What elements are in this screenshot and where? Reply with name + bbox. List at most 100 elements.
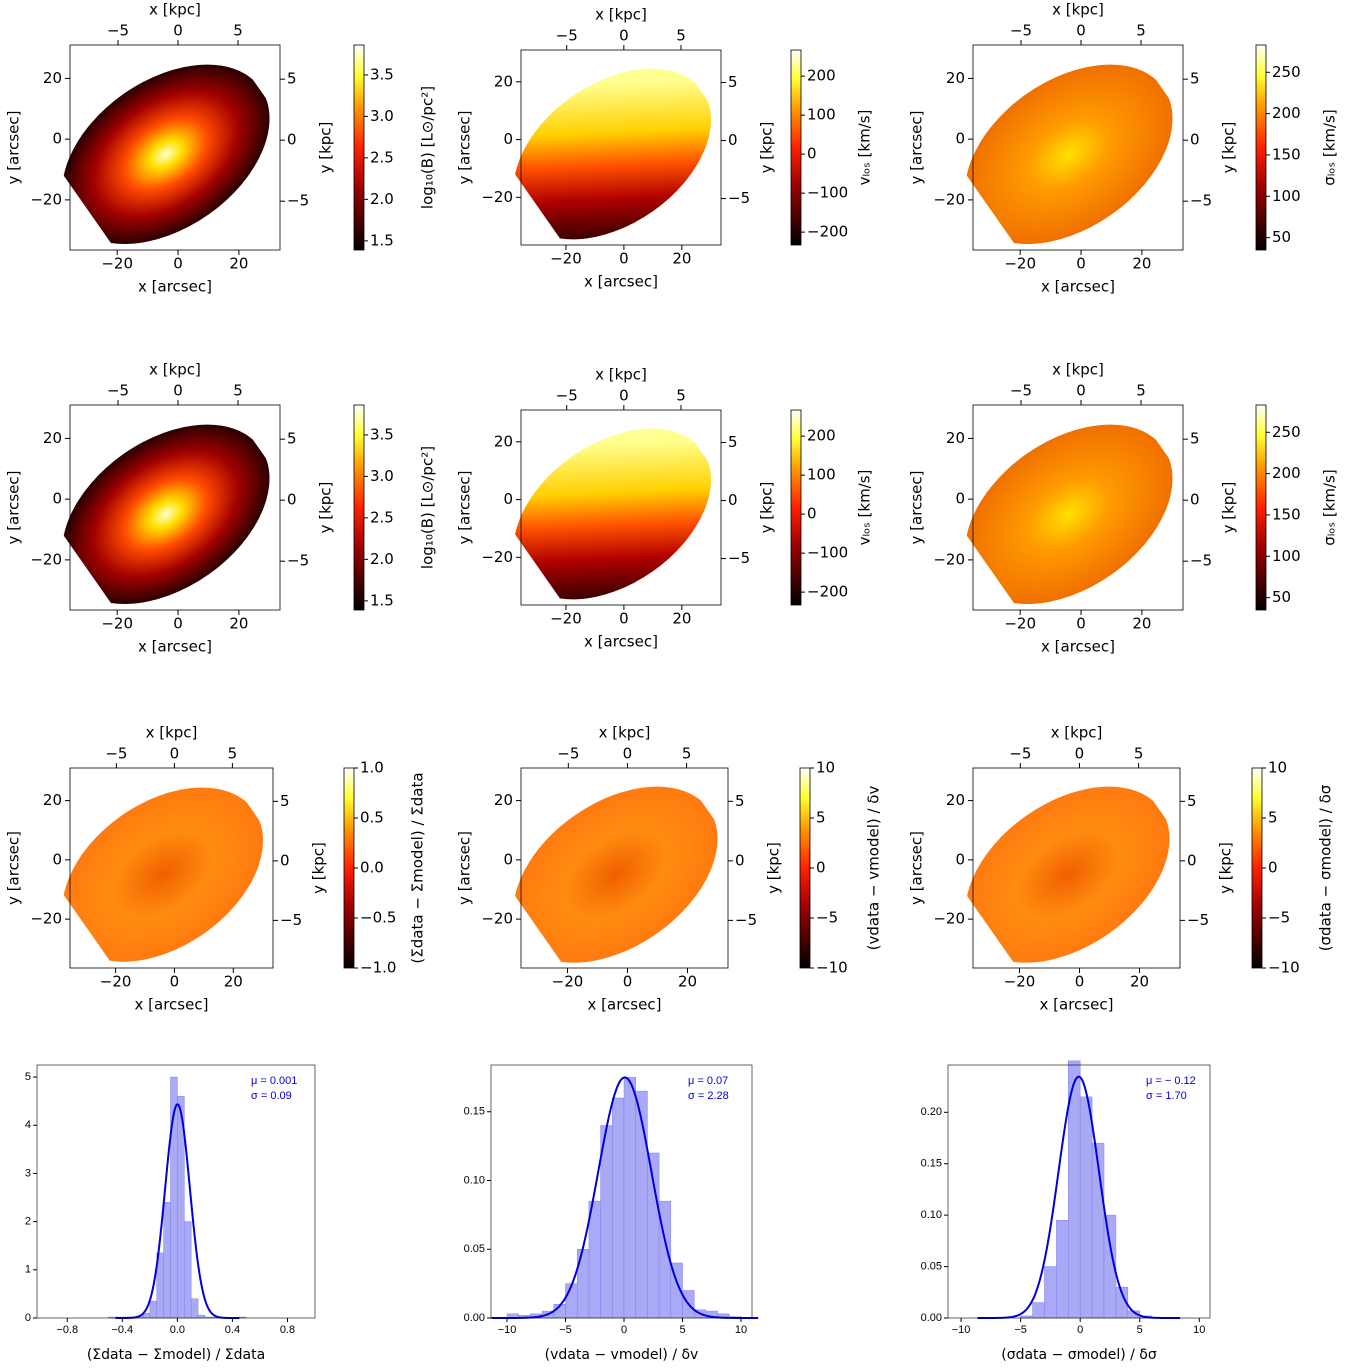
- y2-tick-label: −5: [1187, 911, 1209, 929]
- y-label: y [arcsec]: [5, 831, 23, 905]
- colorbar-tick-label: 10: [1268, 759, 1287, 777]
- x2-tick-label: 0: [173, 382, 183, 400]
- colorbar-tick-label: −5: [816, 909, 838, 927]
- x2-tick-label: −5: [556, 27, 578, 45]
- axes-frame: [520, 767, 729, 969]
- x2-tick-label: 0: [1075, 745, 1085, 763]
- colorbar-tick-label: 200: [1272, 464, 1301, 482]
- y-tick-label: 20: [494, 791, 513, 809]
- x-tick-label: −20: [1004, 615, 1036, 633]
- y-tick-label: 0: [955, 490, 965, 508]
- y-tick-label: −20: [30, 550, 62, 568]
- colorbar-label: vₗₒₛ [km/s]: [856, 470, 874, 546]
- fit-sigma: σ = 0.09: [251, 1090, 292, 1102]
- x-tick-label: 20: [224, 973, 243, 991]
- x2-tick-label: 0: [1076, 22, 1086, 40]
- y2-tick-label: 0: [1190, 131, 1200, 149]
- map-image: [965, 64, 1173, 245]
- y-tick-label: 20: [946, 791, 965, 809]
- y-tick-label: 0: [52, 490, 62, 508]
- y2-tick-label: 5: [287, 430, 297, 448]
- y2-label: y [kpc]: [1217, 842, 1235, 894]
- y2-tick-label: −5: [287, 192, 309, 210]
- colorbar-tick-label: −200: [807, 583, 848, 601]
- y-tick-label: 20: [494, 72, 513, 90]
- x-tick-label: 20: [229, 615, 248, 633]
- x-tick-label: 20: [1132, 255, 1151, 273]
- fit-curve: [115, 1103, 240, 1319]
- colorbar-tick-label: 0.0: [360, 859, 384, 877]
- colorbar-tick-label: 1.5: [370, 231, 394, 249]
- axes-frame: [972, 44, 1184, 251]
- colorbar: [353, 404, 365, 611]
- colorbar-tick-label: 150: [1272, 505, 1301, 523]
- colorbar-tick-label: −0.5: [360, 909, 396, 927]
- x2-tick-label: 0: [173, 22, 183, 40]
- y2-tick-label: 0: [1187, 851, 1197, 869]
- x2-tick-label: 5: [228, 745, 238, 763]
- y2-label: y [kpc]: [317, 122, 335, 174]
- fit-curve: [491, 1076, 759, 1319]
- x-label: x [arcsec]: [1041, 278, 1115, 296]
- x-tick-label: −20: [101, 615, 133, 633]
- x-tick-label: 0: [619, 250, 629, 268]
- y-tick-label: −20: [933, 190, 965, 208]
- hist-bar: [197, 1314, 206, 1319]
- y-tick-label: 0.15: [921, 1158, 942, 1170]
- hist-bar: [149, 1300, 157, 1319]
- colorbar-tick-label: 0: [807, 145, 817, 163]
- colorbar-tick-label: 200: [807, 427, 836, 445]
- y-tick-label: 4: [25, 1119, 31, 1131]
- axes-frame: [69, 767, 274, 969]
- y-tick-label: 0: [955, 130, 965, 148]
- hist-bar: [623, 1077, 636, 1319]
- colorbar-label: log₁₀(B) [L⊙/pc²]: [419, 86, 437, 209]
- x2-tick-label: 0: [619, 27, 629, 45]
- colorbar-tick-label: 250: [1272, 423, 1301, 441]
- x-tick-label: 5: [1137, 1324, 1143, 1336]
- y2-tick-label: 0: [735, 851, 745, 869]
- colorbar-tick-label: 3.0: [370, 107, 394, 125]
- x2-tick-label: −5: [557, 745, 579, 763]
- x-label: (vdata − vmodel) / δv: [545, 1347, 699, 1363]
- colorbar-tick-label: 3.5: [370, 425, 394, 443]
- y2-tick-label: −5: [287, 552, 309, 570]
- x2-tick-label: 0: [619, 387, 629, 405]
- y2-tick-label: 0: [280, 851, 290, 869]
- x2-tick-label: −5: [1010, 382, 1032, 400]
- y-tick-label: 0: [25, 1312, 31, 1324]
- colorbar-label: (vdata − vmodel) / δv: [865, 786, 883, 951]
- y2-tick-label: 5: [728, 433, 738, 451]
- colorbar-tick-label: 250: [1272, 63, 1301, 81]
- x-tick-label: 20: [672, 610, 691, 628]
- y2-tick-label: 5: [280, 792, 290, 810]
- y-tick-label: 0: [503, 850, 513, 868]
- axes-frame: [69, 404, 281, 611]
- y2-label: y [kpc]: [758, 482, 776, 534]
- map-image: [513, 786, 718, 963]
- colorbar-tick-label: 150: [1272, 145, 1301, 163]
- x-label: x [arcsec]: [138, 638, 212, 656]
- colorbar-tick-label: −10: [816, 959, 848, 977]
- colorbar-tick-label: 5: [1268, 809, 1278, 827]
- colorbar-tick-label: 100: [1272, 187, 1301, 205]
- y2-label: y [kpc]: [758, 122, 776, 174]
- axes-frame: [520, 49, 722, 246]
- y2-tick-label: 5: [287, 70, 297, 88]
- y-tick-label: 20: [946, 429, 965, 447]
- x2-tick-label: −5: [107, 22, 129, 40]
- y-tick-label: −20: [30, 190, 62, 208]
- x-tick-label: 0: [1076, 615, 1086, 633]
- colorbar-tick-label: 0: [807, 505, 817, 523]
- fit-mu: μ = 0.07: [688, 1075, 728, 1087]
- y-tick-label: −20: [481, 548, 513, 566]
- y2-tick-label: 0: [728, 491, 738, 509]
- colorbar-tick-label: 5: [816, 809, 826, 827]
- y2-tick-label: −5: [1190, 552, 1212, 570]
- y2-label: y [kpc]: [765, 842, 783, 894]
- y-tick-label: 0: [503, 490, 513, 508]
- colorbar-tick-label: 100: [807, 106, 836, 124]
- colorbar-label: log₁₀(B) [L⊙/pc²]: [419, 446, 437, 569]
- y-tick-label: 0.05: [921, 1260, 942, 1272]
- y-tick-label: −20: [481, 910, 513, 928]
